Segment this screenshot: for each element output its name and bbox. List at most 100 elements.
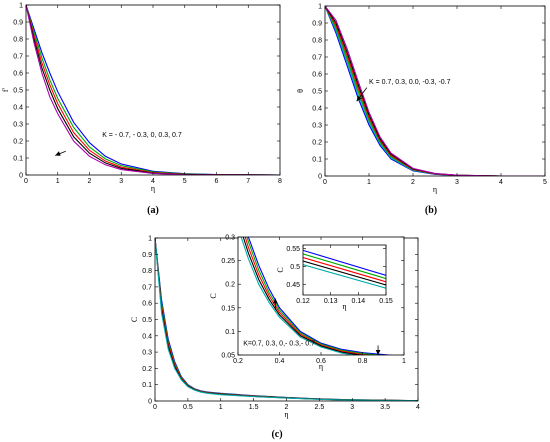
series-line-2 — [246, 237, 385, 355]
x-tick-label: 8 — [278, 178, 282, 185]
y-tick-label: 0.3 — [225, 235, 235, 242]
x-tick-label: 1 — [219, 404, 223, 411]
x-tick-label: 0 — [323, 179, 327, 186]
annotation-k-values: K=0.7, 0.3, 0,- 0.3,- 0.7 — [243, 341, 315, 348]
y-tick-label: 0 — [148, 399, 152, 406]
y-tick-label: 0.1 — [142, 382, 152, 389]
y-tick-label: 0.5 — [142, 317, 152, 324]
y-tick-label: 0.2 — [142, 366, 152, 373]
y-axis-label: f' — [1, 87, 10, 92]
y-tick-label: 0.7 — [142, 284, 152, 291]
y-axis-label: C — [209, 293, 218, 298]
annotation-arrow-head — [55, 151, 61, 156]
x-tick-label: 0.5 — [183, 404, 193, 411]
axes-frame — [302, 244, 387, 296]
series-line-4 — [242, 237, 364, 355]
series-group — [325, 6, 545, 176]
y-tick-label: 0 — [19, 173, 23, 180]
x-tick-label: 2 — [88, 178, 92, 185]
y-tick-label: 0.2 — [13, 139, 23, 146]
series-line-4 — [303, 260, 386, 286]
y-tick-label: 0.05 — [221, 353, 235, 360]
y-tick-label: 0.55 — [286, 246, 300, 253]
x-tick-label: 2.5 — [315, 404, 325, 411]
y-axis-label: C — [130, 317, 139, 322]
x-tick-label: 6 — [215, 178, 219, 185]
series-line-1 — [247, 237, 395, 355]
panel-label-b: (b) — [425, 205, 437, 216]
y-tick-label: 0.6 — [142, 301, 152, 308]
x-tick-label: 1 — [367, 179, 371, 186]
y-tick-label: 0.4 — [142, 333, 152, 340]
annotation-arrow-up-head — [273, 298, 278, 304]
y-tick-label: 0.15 — [221, 305, 235, 312]
x-tick-label: 0.14 — [352, 298, 366, 305]
y-tick-label: 1 — [318, 4, 322, 11]
series-group — [240, 237, 395, 355]
y-tick-label: 0.7 — [312, 55, 322, 62]
y-tick-label: 0.1 — [225, 329, 235, 336]
x-tick-label: 3 — [119, 178, 123, 185]
y-tick-label: 0.3 — [312, 123, 322, 130]
series-group — [155, 238, 418, 401]
x-tick-label: 0 — [153, 404, 157, 411]
y-tick-label: 0.9 — [13, 20, 23, 27]
series-group — [303, 249, 386, 289]
annotation-arrow-down-head — [375, 350, 381, 355]
x-axis-label: η — [319, 362, 323, 371]
x-tick-label: 1 — [402, 358, 406, 365]
series-line-2 — [303, 253, 386, 280]
x-axis-label: η — [151, 184, 155, 193]
x-tick-label: 0.12 — [296, 298, 310, 305]
y-tick-label: 0.25 — [221, 258, 235, 265]
y-tick-label: 0.6 — [13, 71, 23, 78]
plot-area — [26, 5, 280, 175]
y-tick-label: 0.8 — [312, 38, 322, 45]
x-tick-label: 7 — [246, 178, 250, 185]
y-tick-label: 0 — [318, 174, 322, 181]
series-line-1 — [303, 249, 386, 276]
y-axis-label: θ — [296, 89, 305, 93]
x-axis-label: η — [284, 410, 288, 419]
chart-a: 0 1 2 3 4 5 6 7 8 0 0.1 0.2 0.3 0.4 0.5 0.6 0.7 0.8 0.9 1 η f… — [1, 3, 282, 194]
annotation-arrow-head — [356, 95, 362, 102]
y-tick-label: 0.45 — [286, 282, 300, 289]
series-line-3 — [244, 237, 374, 355]
x-tick-label: 0 — [24, 178, 28, 185]
x-tick-label: 4 — [151, 178, 155, 185]
y-tick-label: 0.2 — [312, 140, 322, 147]
y-tick-label: 0.1 — [13, 156, 23, 163]
x-tick-label: 5 — [183, 178, 187, 185]
x-tick-label: 0.13 — [324, 298, 338, 305]
y-tick-label: 0.4 — [13, 105, 23, 112]
x-tick-label: 0.15 — [379, 298, 393, 305]
y-tick-label: 1 — [148, 236, 152, 243]
y-tick-label: 0.9 — [312, 21, 322, 28]
x-tick-label: 3.5 — [380, 404, 390, 411]
series-line-3 — [303, 256, 386, 283]
x-tick-label: 0.8 — [358, 358, 368, 365]
y-tick-label: 0.2 — [225, 282, 235, 289]
y-tick-label: 0.4 — [312, 106, 322, 113]
x-tick-label: 4 — [416, 404, 420, 411]
x-tick-label: 5 — [543, 179, 547, 186]
annotation-k-values: K = - 0.7, - 0.3, 0, 0.3, 0.7 — [102, 132, 182, 139]
panel-label-a: (a) — [147, 205, 159, 216]
y-tick-label: 0.6 — [312, 72, 322, 79]
x-tick-label: 2 — [285, 404, 289, 411]
y-tick-label: 0.5 — [290, 264, 300, 271]
panel-label-c: (c) — [271, 429, 282, 440]
x-tick-label: 3 — [455, 179, 459, 186]
y-tick-label: 0.5 — [13, 88, 23, 95]
x-tick-label: 1.5 — [249, 404, 259, 411]
x-tick-label: 3 — [350, 404, 354, 411]
annotation-k-values: K = 0.7, 0.3, 0.0, -0.3, -0.7 — [369, 79, 451, 86]
x-tick-label: 0.2 — [233, 358, 243, 365]
x-tick-label: 0.6 — [316, 358, 326, 365]
y-tick-label: 0.8 — [142, 268, 152, 275]
x-tick-label: 4 — [499, 179, 503, 186]
y-tick-label: 0.8 — [13, 37, 23, 44]
chart-b: 0 1 2 3 4 5 0 0.1 0.2 0.3 0.4 0.5 0.6 0.7 0.8 0.9 1 η θ K =… — [296, 4, 547, 195]
series-line-5 — [155, 238, 418, 401]
